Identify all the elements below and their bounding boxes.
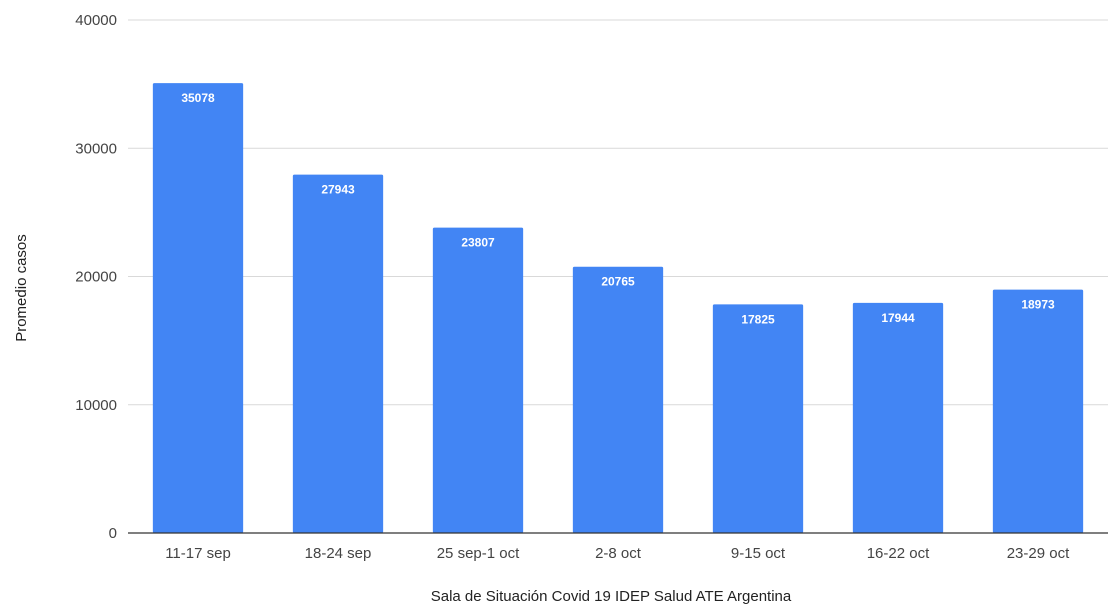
bar-value-label: 17825: [741, 312, 775, 326]
y-tick-label: 20000: [75, 269, 117, 286]
y-tick-label: 30000: [75, 140, 117, 157]
x-tick-label: 18-24 sep: [305, 545, 372, 562]
x-axis-ticks: 11-17 sep 18-24 sep 25 sep-1 oct 2-8 oct 9-1…: [165, 545, 1070, 562]
x-tick-label: 23-29 oct: [1007, 545, 1070, 562]
x-tick-label: 2-8 oct: [595, 545, 642, 562]
bar: [152, 83, 244, 534]
bar: [712, 304, 804, 533]
bar: [292, 174, 384, 533]
bar-value-label: 17944: [881, 311, 915, 325]
y-axis-ticks: 0 10000 20000 30000 40000: [75, 12, 117, 542]
bar-value-label: 18973: [1021, 298, 1055, 312]
bar: [992, 289, 1084, 533]
bar-value-label: 20765: [601, 275, 635, 289]
bar-value-label: 35078: [181, 91, 215, 105]
bar-value-label: 23807: [461, 236, 495, 250]
bar: [572, 266, 664, 533]
x-tick-label: 9-15 oct: [731, 545, 786, 562]
y-tick-label: 10000: [75, 397, 117, 414]
bar-data-labels: 35078 27943 23807 20765 17825 17944 18973: [181, 91, 1055, 326]
bars: [152, 83, 1084, 534]
x-axis-title: Sala de Situación Covid 19 IDEP Salud AT…: [431, 588, 792, 605]
x-tick-label: 11-17 sep: [165, 545, 231, 562]
x-tick-label: 16-22 oct: [867, 545, 930, 562]
y-axis-title: Promedio casos: [13, 234, 30, 342]
y-tick-label: 0: [109, 525, 117, 542]
x-tick-label: 25 sep-1 oct: [437, 545, 520, 562]
y-tick-label: 40000: [75, 12, 117, 29]
bar-value-label: 27943: [321, 183, 355, 197]
bar: [432, 227, 524, 533]
bar: [852, 302, 944, 533]
